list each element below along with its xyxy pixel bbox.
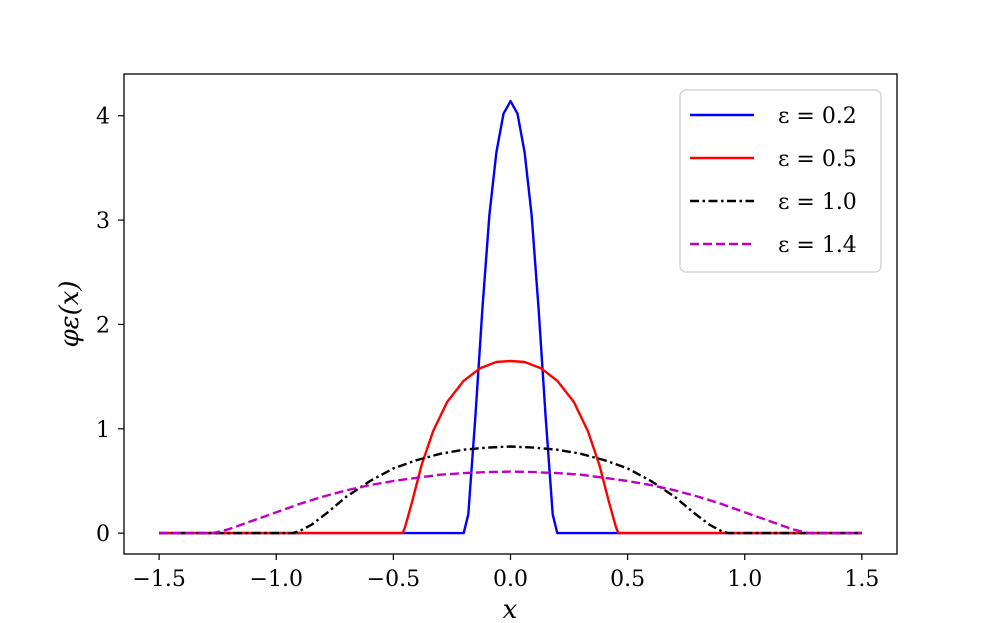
legend-label-3: ε = 1.0 — [778, 190, 857, 215]
series-line-2 — [159, 359, 862, 535]
y-tick-label: 3 — [96, 209, 110, 234]
y-tick-label: 2 — [96, 313, 110, 338]
legend-label-2: ε = 0.5 — [778, 147, 857, 172]
series-line-3 — [159, 445, 862, 535]
x-tick-label: 0.5 — [610, 567, 645, 592]
x-tick-label: 1.5 — [844, 567, 879, 592]
x-axis-ticks: −1.5 −1.0 −0.5 0.0 0.5 1.0 1.5 — [132, 554, 879, 592]
x-tick-label: 0.0 — [493, 567, 528, 592]
legend: ε = 0.2 ε = 0.5 ε = 1.0 ε = 1.4 — [679, 89, 882, 273]
x-tick-label: −1.0 — [250, 567, 303, 592]
legend-frame — [679, 89, 882, 273]
plot-lines — [159, 99, 862, 535]
y-tick-label: 1 — [96, 418, 110, 443]
legend-label-4: ε = 1.4 — [778, 233, 857, 258]
x-tick-label: −0.5 — [367, 567, 420, 592]
x-axis-label: x — [503, 595, 518, 623]
y-axis-label: φε(x) — [55, 280, 85, 347]
series-line-4 — [159, 470, 862, 535]
legend-label-1: ε = 0.2 — [778, 104, 857, 129]
y-tick-label: 0 — [96, 522, 110, 547]
y-tick-label: 4 — [96, 105, 110, 130]
x-tick-label: −1.5 — [132, 567, 185, 592]
y-axis-ticks: 0 1 2 3 4 — [96, 105, 124, 547]
x-tick-label: 1.0 — [727, 567, 762, 592]
